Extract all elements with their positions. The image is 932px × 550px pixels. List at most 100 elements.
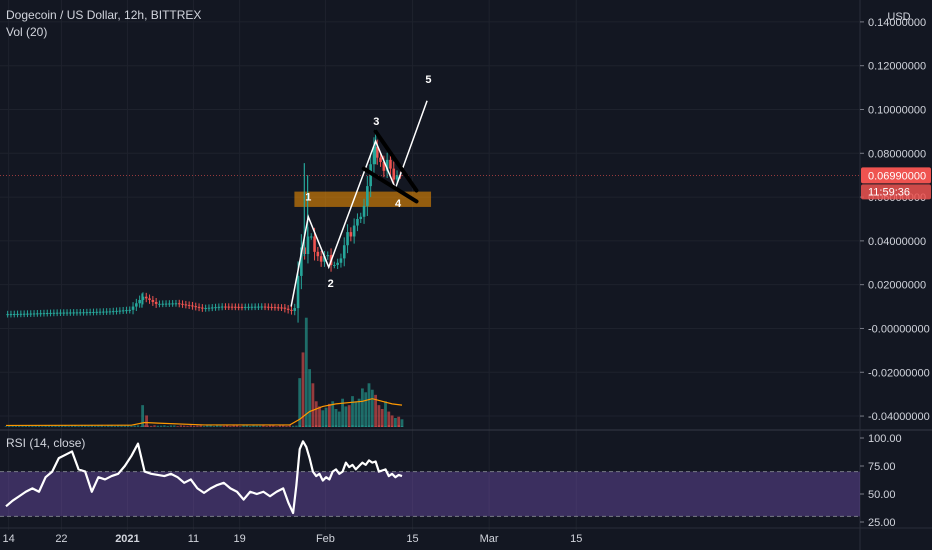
candle-body [359,216,363,219]
volume-bar [357,398,361,427]
candle-body [342,245,346,259]
candle-body [52,312,56,314]
volume-bar [324,407,328,427]
volume-bar [318,406,321,427]
volume-bar [107,425,110,427]
candle-body [201,307,204,309]
candle-body [270,306,273,308]
volume-bar [232,425,235,427]
candle-body [115,310,118,312]
price-tick-label: 0.14000000 [868,17,926,29]
volume-bar [308,369,311,427]
candle-body [158,303,161,305]
volume-bar [11,425,14,427]
candle-body [171,303,174,305]
wedge-lower-trendline[interactable] [361,166,419,204]
candle-body [280,307,283,309]
price-layer [0,129,860,323]
volume-legend[interactable]: Vol (20) [6,25,48,39]
volume-bar [400,419,404,427]
volume-bar [74,425,77,427]
support-zone[interactable] [294,191,432,207]
volume-bar [341,398,344,427]
candle-body [326,255,330,257]
candle-body [379,157,382,163]
candle-body [349,232,353,237]
candle-body [42,313,46,315]
candle-body [59,312,62,314]
support-zone-layer [294,191,432,207]
volume-bar [27,425,31,427]
candle-body [45,313,49,315]
candle-body [82,312,85,314]
candle-body [125,310,128,312]
candle-body [250,306,254,308]
wedge-upper-trendline[interactable] [373,129,419,193]
elliott-wave-path[interactable] [290,100,428,307]
volume-bar [278,425,282,427]
candle-body [26,313,29,315]
candle-body [62,312,66,314]
candle-body [197,306,201,308]
candle-body [296,275,300,309]
volume-bar [54,425,57,427]
rsi-legend[interactable]: RSI (14, close) [6,436,86,450]
volume-bar [60,425,64,427]
volume-bar [64,425,67,427]
volume-bar [239,426,242,427]
volume-bar [8,425,11,427]
candle-body [323,256,326,262]
candle-body [243,306,247,308]
rsi-line[interactable] [5,440,403,515]
time-tick-label: 19 [234,533,246,545]
candle-body [164,303,168,305]
candle-body [224,306,227,308]
volume-bar [288,425,291,427]
volume-bar [285,425,288,427]
candle-body [118,310,122,312]
candle-body [161,303,165,305]
candle-body [336,262,339,265]
candle-body [22,313,26,315]
time-tick-label: 2021 [115,533,139,545]
volume-bar [354,401,358,427]
price-tick-label: -0.00000000 [868,323,930,335]
candle-body [102,311,105,313]
candle-body [78,312,82,314]
candle-body [184,304,188,306]
price-tick-label: 0.02000000 [868,280,926,292]
candle-body [138,299,141,304]
chart-title[interactable]: Dogecoin / US Dollar, 12h, BITTREX [6,8,202,22]
volume-bar [41,426,44,427]
volume-bar [133,425,136,427]
volume-bar [70,425,74,427]
volume-bar [219,425,222,427]
volume-bar [67,426,70,427]
candle-body [392,168,396,180]
candle-body [85,312,89,314]
volume-bar [153,425,156,427]
volume-bar [314,401,318,427]
volume-bar [328,403,331,427]
rsi-tick-label: 75.00 [868,461,896,473]
candle-body [39,313,42,315]
candle-body [217,306,221,308]
candle-body [290,309,293,311]
rsi-tick-label: 25.00 [868,517,896,529]
candle-body [382,162,386,171]
volume-bar [387,411,391,427]
candle-body [267,306,270,308]
candle-body [227,306,231,308]
candle-body [333,264,336,266]
volume-bar [225,425,229,427]
candle-body [181,303,184,305]
volume-bar [216,425,219,427]
volume-bar [390,415,394,427]
candle-body [220,306,224,308]
volume-bar [143,425,146,427]
volume-bar [126,425,130,427]
candle-body [187,304,191,306]
volume-bar [150,425,153,427]
